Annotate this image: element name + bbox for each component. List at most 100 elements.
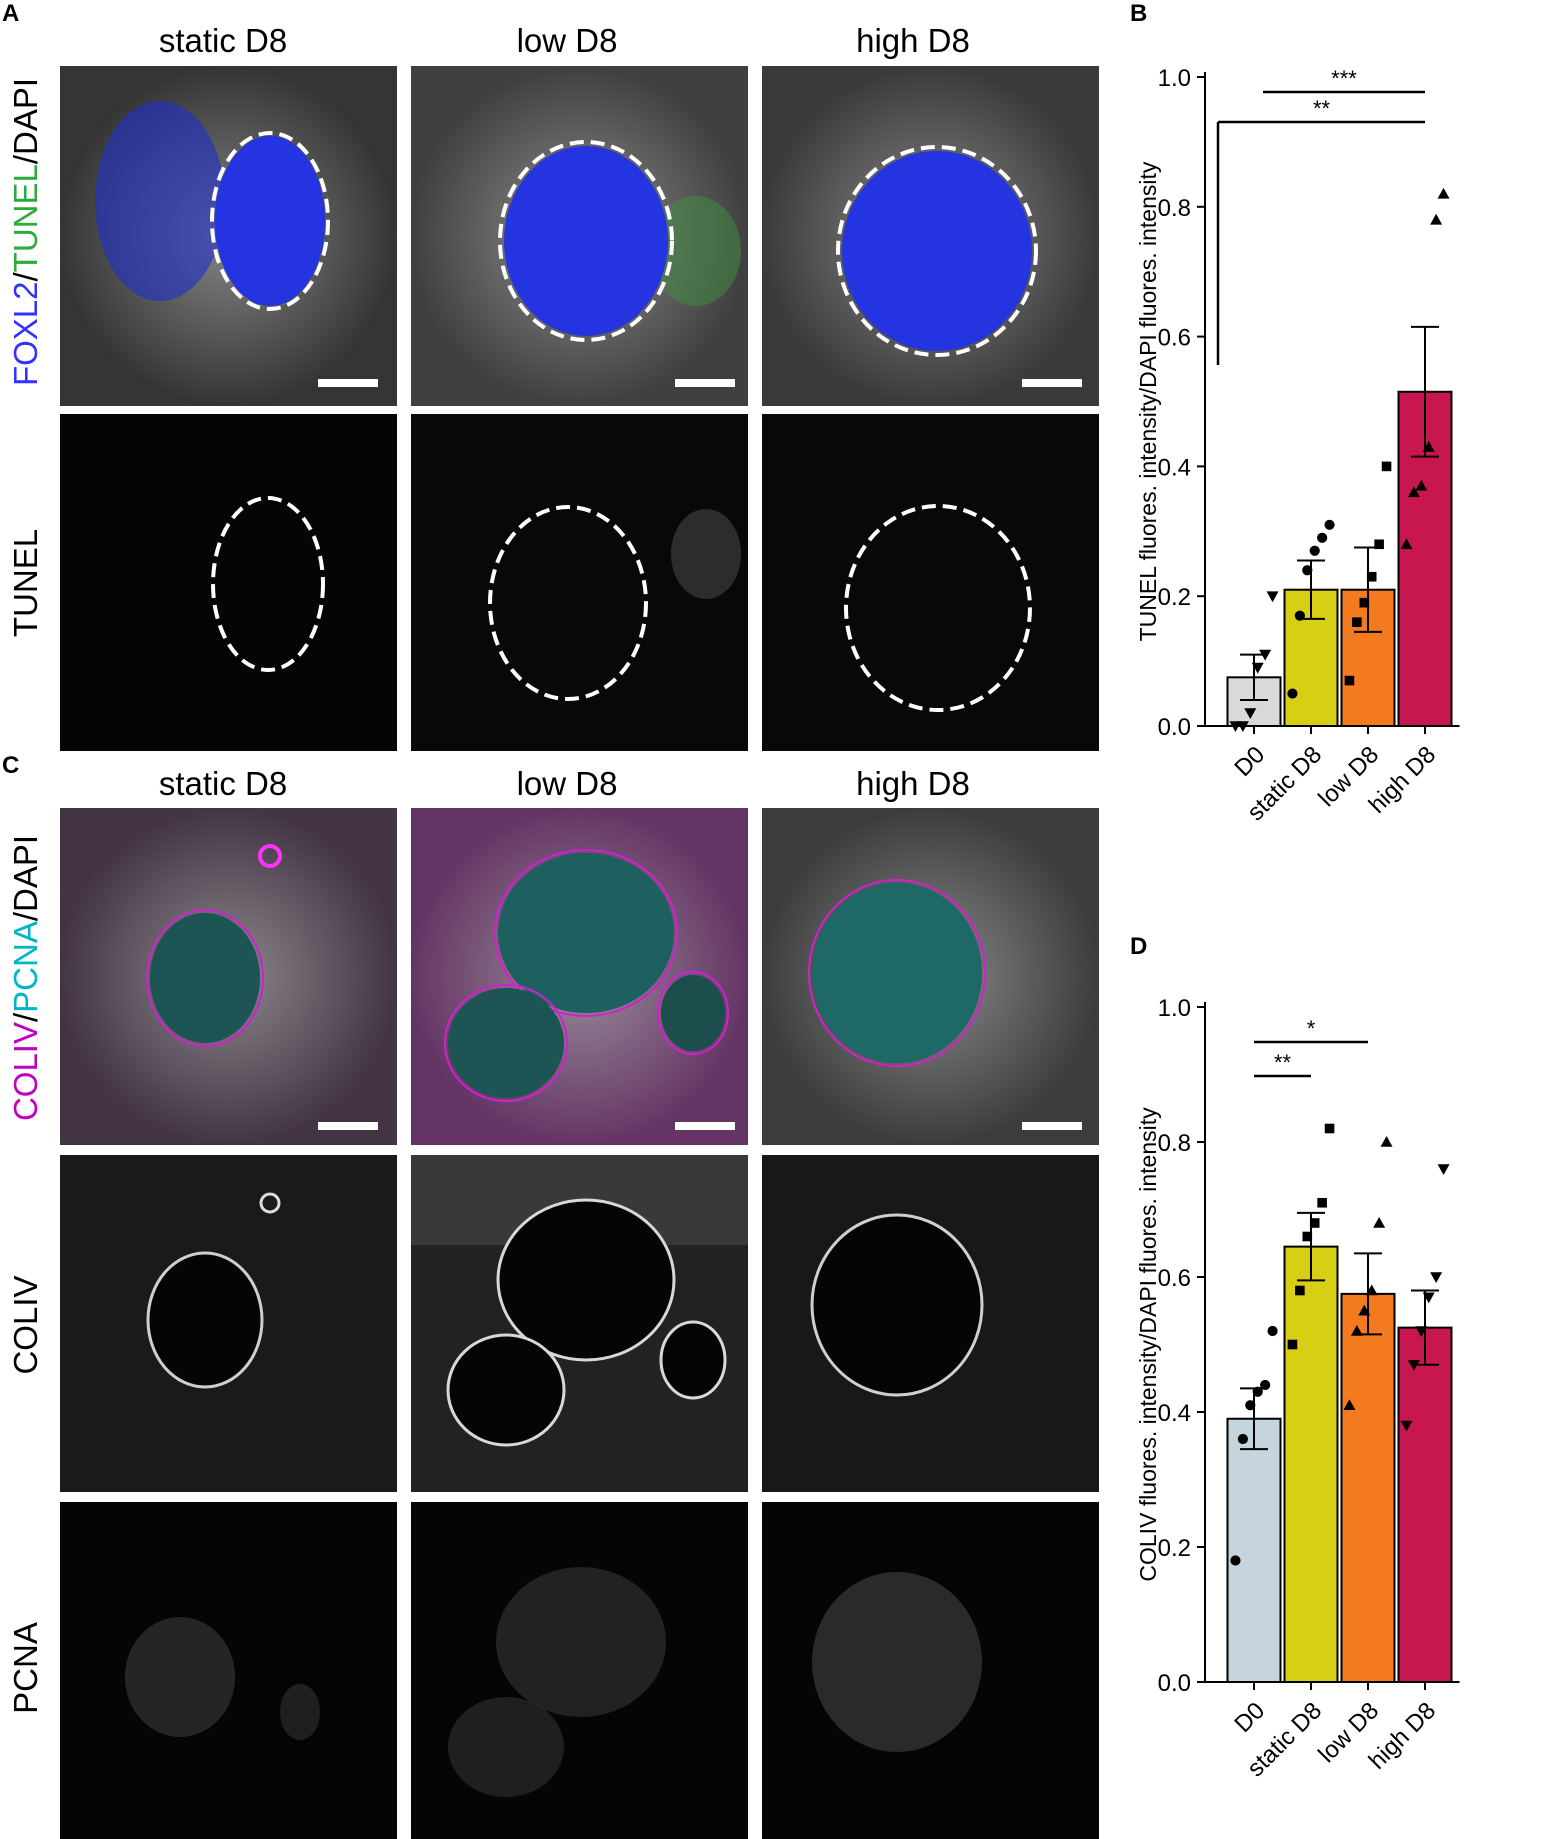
micrograph-c-high-pcna [762,1502,1099,1839]
y-tick-label: 0.4 [1158,454,1191,481]
stain-tunel: TUNEL [7,164,44,273]
data-point [1266,591,1279,603]
y-tick-label: 0.4 [1158,1400,1191,1427]
data-point [1358,1304,1371,1316]
micrograph-c-static-merge [60,808,397,1145]
y-tick-label: 1.0 [1158,995,1191,1022]
data-point [1415,1326,1428,1337]
data-point [1302,1231,1313,1242]
micrograph-c-low-merge [411,808,748,1145]
bar [1340,1292,1396,1683]
bar [1226,1417,1282,1683]
data-point [1302,565,1313,576]
panel-letter-d: D [1130,933,1148,960]
data-point [1236,721,1249,732]
chart-coliv: 0.0 0.2 0.4 0.6 0.8 1.0 COLIV fluores. intensi… [1135,995,1460,1782]
data-point [1324,519,1335,530]
data-point [1309,1218,1320,1228]
data-point [1365,1284,1378,1296]
scale-bar [1022,379,1082,387]
bar [1397,1326,1453,1683]
data-point [1352,617,1362,627]
panel-a-row2-label: TUNEL [7,528,44,638]
significance-label: *** [1331,66,1357,91]
y-tick-label: 0.0 [1158,1670,1191,1697]
data-point [1287,1339,1298,1350]
data-point [1244,708,1257,720]
data-point [1343,1399,1356,1411]
panel-c-row2-label: COLIV [7,1275,44,1375]
scale-bar [1022,1122,1082,1130]
micrograph-a-high-merge [762,66,1099,406]
significance-label: * [1307,1016,1316,1041]
x-tick-label: D0 [1229,741,1270,782]
scale-bar [675,1122,735,1130]
micrograph-c-low-pcna [411,1502,748,1839]
micrograph-a-high-tunel [762,414,1099,751]
data-point [1437,187,1450,199]
x-tick-label: D0 [1229,1697,1270,1738]
data-point [1309,545,1320,556]
data-point [1237,1433,1248,1445]
data-point [1259,649,1272,661]
significance-label: ** [1313,96,1331,121]
data-point [1400,538,1413,550]
data-point [1350,1325,1363,1336]
panel-c-column-title-static: static D8 [158,765,288,802]
data-point [1380,1136,1393,1147]
micrograph-c-static-coliv [60,1155,397,1492]
micrograph-a-low-tunel [411,414,748,751]
panel-a-column-title-low: low D8 [516,22,618,59]
scale-bar [318,379,378,387]
stain-dapi: /DAPI [7,77,44,165]
panel-c-column-title-high: high D8 [856,765,970,802]
data-point [1415,479,1428,491]
panel-a-column-title-high: high D8 [856,22,970,59]
data-point [1295,1285,1305,1296]
data-point [1287,688,1298,699]
data-point [1422,1292,1435,1304]
panel-c-row1-label: COLIV/PCNA/DAPI [7,835,45,1121]
y-tick-label: 1.0 [1158,65,1191,92]
data-point [1359,597,1370,608]
y-tick-label: 0.0 [1158,714,1191,741]
data-point [1373,1217,1386,1228]
micrograph-c-high-merge [762,808,1099,1145]
data-point [1317,532,1328,543]
y-tick-label: 0.2 [1158,584,1191,611]
stain-sep: / [7,272,44,282]
panel-letter-b: B [1130,0,1148,27]
data-point [1407,1359,1420,1371]
data-point [1422,440,1435,452]
panel-a-column-title-static: static D8 [158,22,288,59]
stain-dapi: /DAPI [7,834,44,922]
data-point [1252,1386,1263,1397]
significance-label: ** [1274,1050,1292,1075]
y-tick-label: 0.8 [1158,195,1191,222]
data-point [1437,1164,1450,1175]
data-point [1407,486,1420,498]
stain-foxl2: FOXL2 [7,281,44,387]
data-point [1260,1379,1271,1391]
y-tick-label: 0.6 [1158,1265,1191,1292]
y-axis-label: COLIV fluores. intensity/DAPI fluores. i… [1135,1107,1161,1582]
y-tick-label: 0.2 [1158,1535,1191,1562]
data-point [1230,1555,1241,1566]
panel-letter-a: A [2,0,20,27]
data-point [1400,1420,1413,1432]
panel-c-row3-label: PCNA [7,1622,44,1714]
panel-c-column-title-low: low D8 [516,765,618,802]
stain-sep: / [7,1012,44,1023]
chart-tunel: 0.0 0.2 0.4 0.6 0.8 1.0 TUNEL fluores. intensi… [1135,65,1460,826]
y-axis-label: TUNEL fluores. intensity/DAPI fluores. i… [1135,161,1161,641]
y-tick-label: 0.6 [1158,325,1191,352]
panel-a-row1-label: FOXL2/TUNEL/DAPI [7,78,45,386]
data-point [1366,571,1377,582]
data-point [1374,539,1384,550]
data-point [1381,461,1392,472]
panel-letter-c: C [2,752,20,779]
data-point [1324,1123,1335,1134]
data-point [1430,213,1443,225]
data-point [1294,610,1305,621]
scale-bar [318,1122,378,1130]
